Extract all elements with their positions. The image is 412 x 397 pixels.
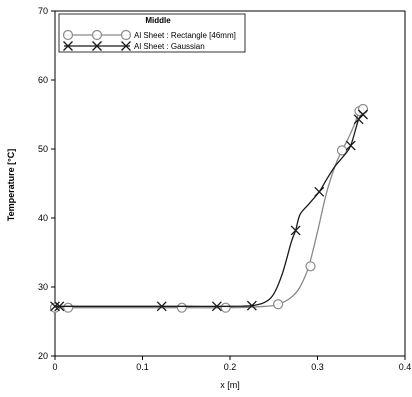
data-point	[50, 301, 60, 312]
series-line	[54, 108, 364, 309]
data-point	[176, 302, 187, 313]
data-point	[211, 301, 222, 312]
series-rectangle	[49, 103, 369, 313]
data-point	[358, 109, 368, 120]
data-point	[156, 301, 167, 312]
data-point	[54, 301, 65, 312]
data-point	[357, 103, 369, 115]
y-tick-label: 50	[38, 144, 48, 154]
data-point	[336, 145, 348, 156]
data-point	[246, 300, 257, 311]
x-tick-label: 0.3	[311, 362, 324, 372]
legend-entry: Al Sheet : Rectangle [46mm]	[62, 29, 236, 41]
x-tick-label: 0	[52, 362, 57, 372]
series-layer	[49, 103, 369, 313]
data-point	[220, 302, 231, 313]
legend-entries: Al Sheet : Rectangle [46mm] Al Sheet : Ga…	[62, 29, 236, 51]
plot-frame	[54, 10, 406, 357]
legend: Middle Al Sheet : Rectangle [46mm]Al She…	[58, 13, 246, 53]
data-point	[314, 186, 325, 197]
x-axis-label: x [m]	[220, 380, 240, 390]
series-line	[54, 113, 364, 308]
y-tick-label: 30	[38, 282, 48, 292]
y-axis-label: Temperature [°C]	[6, 149, 16, 221]
data-point	[345, 140, 356, 151]
data-point	[305, 261, 316, 272]
y-tick-label: 20	[38, 351, 48, 361]
legend-label: Al Sheet : Rectangle [46mm]	[134, 31, 236, 40]
y-tick-label: 60	[38, 75, 48, 85]
data-point	[49, 302, 61, 313]
data-point	[290, 225, 301, 236]
x-tick-label: 0.1	[136, 362, 149, 372]
y-tick-label: 40	[38, 213, 48, 223]
x-tick-label: 0.4	[399, 362, 412, 372]
legend-label: Al Sheet : Gaussian	[134, 42, 205, 51]
legend-marker	[120, 29, 132, 41]
legend-marker	[63, 41, 73, 51]
data-point	[63, 302, 74, 313]
legend-marker	[91, 29, 103, 41]
legend-marker	[121, 41, 131, 51]
y-tick-label: 70	[38, 6, 48, 16]
legend-marker	[92, 41, 102, 51]
data-point	[273, 299, 284, 310]
legend-title: Middle	[145, 16, 171, 25]
x-axis-ticks: 0 0.1 0.2 0.3 0.4	[52, 356, 411, 372]
x-tick-label: 0.2	[224, 362, 237, 372]
series-gaussian	[50, 109, 368, 312]
y-axis-ticks: 20 30 40 50 60 70	[38, 6, 55, 361]
legend-marker	[62, 29, 74, 41]
legend-entry: Al Sheet : Gaussian	[63, 41, 205, 51]
